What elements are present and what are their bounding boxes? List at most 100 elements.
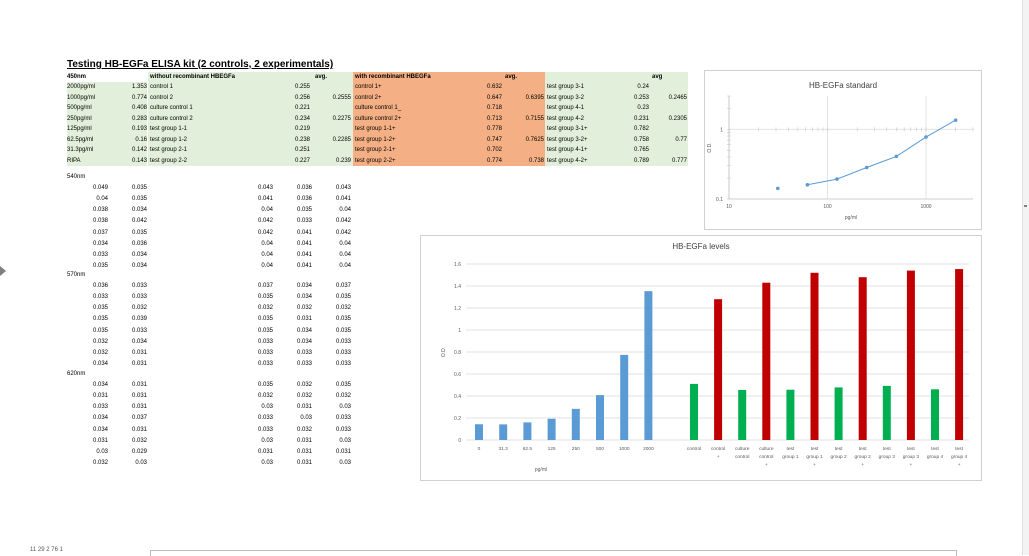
- sample-value[interactable]: 0.758: [633, 136, 649, 143]
- reading-value[interactable]: 0.035: [296, 207, 312, 214]
- sample-label[interactable]: test group 2-2+: [355, 157, 396, 164]
- reading-value[interactable]: 0.033: [257, 415, 273, 422]
- reading-value[interactable]: 0.035: [257, 382, 273, 388]
- reading-value[interactable]: 0.034: [131, 251, 147, 258]
- reading-value[interactable]: 0.031: [131, 393, 147, 400]
- reading-value[interactable]: 0.041: [296, 229, 312, 236]
- reading-value[interactable]: 0.032: [92, 338, 108, 345]
- reading-value[interactable]: 0.042: [335, 218, 351, 225]
- average-value[interactable]: 0.2285: [332, 136, 351, 143]
- reading-value[interactable]: 0.035: [131, 229, 147, 236]
- sample-label[interactable]: test group 2-1+: [355, 147, 396, 154]
- reading-value[interactable]: 0.035: [92, 316, 108, 323]
- reading-value[interactable]: 0.031: [131, 426, 147, 433]
- reading-value[interactable]: 0.033: [257, 361, 273, 368]
- reading-value[interactable]: 0.032: [296, 305, 312, 312]
- reading-value[interactable]: 0.031: [335, 448, 351, 455]
- standard-value[interactable]: 1.353: [131, 84, 147, 91]
- sample-label[interactable]: test group 1-1+: [355, 126, 396, 133]
- reading-value[interactable]: 0.032: [92, 460, 108, 467]
- wavelength-label[interactable]: 450nm: [67, 74, 87, 80]
- reading-value[interactable]: 0.031: [296, 448, 312, 455]
- reading-value[interactable]: 0.034: [296, 294, 312, 301]
- average-value[interactable]: [648, 145, 687, 155]
- reading-value[interactable]: 0.037: [257, 283, 273, 289]
- reading-value[interactable]: 0.032: [335, 393, 351, 400]
- reading-value[interactable]: 0.035: [335, 316, 351, 323]
- standard-label[interactable]: 1000pg/ml: [67, 94, 96, 101]
- sample-label[interactable]: test group 2-1: [150, 147, 188, 154]
- sample-label[interactable]: test group 4-2+: [547, 157, 588, 164]
- average-value[interactable]: 0.738: [528, 157, 544, 164]
- sample-value[interactable]: 0.219: [294, 126, 310, 133]
- average-value[interactable]: [648, 124, 687, 134]
- average-value[interactable]: 0.7625: [525, 136, 544, 143]
- sample-value[interactable]: 0.253: [633, 94, 649, 101]
- reading-value[interactable]: 0.036: [296, 185, 312, 191]
- sample-label[interactable]: test group 3-1+: [547, 126, 588, 133]
- standard-label[interactable]: 2000pg/ml: [67, 84, 96, 91]
- sample-value[interactable]: 0.227: [294, 157, 310, 164]
- reading-value[interactable]: 0.035: [92, 327, 108, 334]
- reading-value[interactable]: 0.041: [296, 263, 312, 270]
- reading-value[interactable]: 0.035: [92, 305, 108, 312]
- reading-value[interactable]: 0.031: [131, 349, 147, 356]
- sample-label[interactable]: culture control 2: [150, 115, 193, 122]
- reading-value[interactable]: 0.034: [296, 338, 312, 345]
- reading-value[interactable]: 0.032: [131, 305, 147, 312]
- reading-value[interactable]: 0.033: [131, 283, 147, 289]
- average-value[interactable]: 0.77: [675, 136, 687, 143]
- reading-value[interactable]: 0.034: [92, 415, 108, 422]
- sample-value[interactable]: 0.782: [633, 126, 649, 133]
- reading-value[interactable]: 0.035: [131, 196, 147, 203]
- reading-value[interactable]: 0.031: [257, 448, 273, 455]
- standard-label[interactable]: 62.5pg/ml: [67, 136, 94, 143]
- reading-value[interactable]: 0.033: [335, 426, 351, 433]
- sample-label[interactable]: test group 3-2+: [547, 136, 588, 143]
- reading-value[interactable]: 0.041: [296, 240, 312, 247]
- column-header[interactable]: avg.: [315, 74, 328, 80]
- sample-value[interactable]: 0.747: [486, 136, 502, 143]
- sample-value[interactable]: 0.234: [294, 115, 310, 122]
- sample-value[interactable]: 0.256: [294, 94, 310, 101]
- standard-value[interactable]: 0.16: [135, 136, 147, 143]
- reading-value[interactable]: 0.032: [257, 305, 273, 312]
- sample-value[interactable]: 0.24: [637, 84, 649, 91]
- reading-value[interactable]: 0.032: [296, 426, 312, 433]
- reading-value[interactable]: 0.033: [296, 349, 312, 356]
- column-header[interactable]: without recombinant HBEGFa: [150, 74, 236, 80]
- reading-value[interactable]: 0.042: [257, 218, 273, 225]
- sample-value[interactable]: 0.23: [637, 105, 649, 112]
- reading-value[interactable]: 0.041: [257, 196, 273, 203]
- reading-value[interactable]: 0.043: [335, 185, 351, 191]
- average-value[interactable]: [305, 145, 351, 155]
- reading-value[interactable]: 0.034: [92, 382, 108, 388]
- sample-value[interactable]: 0.231: [633, 115, 649, 122]
- reading-value[interactable]: 0.033: [92, 251, 108, 258]
- standard-value[interactable]: 0.193: [131, 126, 147, 133]
- wavelength-label[interactable]: 620nm: [67, 371, 86, 377]
- reading-value[interactable]: 0.049: [92, 185, 108, 191]
- reading-value[interactable]: 0.03: [135, 460, 147, 467]
- reading-value[interactable]: 0.036: [131, 240, 147, 247]
- standard-value[interactable]: 0.142: [131, 147, 147, 154]
- reading-value[interactable]: 0.037: [92, 229, 108, 236]
- reading-value[interactable]: 0.032: [257, 393, 273, 400]
- reading-value[interactable]: 0.033: [335, 415, 351, 422]
- sample-value[interactable]: 0.647: [486, 94, 502, 101]
- reading-value[interactable]: 0.04: [261, 251, 273, 258]
- reading-value[interactable]: 0.035: [131, 185, 147, 191]
- reading-value[interactable]: 0.035: [257, 327, 273, 334]
- sample-label[interactable]: test group 4-1+: [547, 147, 588, 154]
- sample-label[interactable]: test group 3-1: [547, 84, 585, 91]
- standard-label[interactable]: RIPA: [67, 157, 81, 164]
- reading-value[interactable]: 0.033: [131, 327, 147, 334]
- sample-value[interactable]: 0.255: [294, 84, 310, 91]
- sample-label[interactable]: control 2+: [355, 94, 382, 101]
- reading-value[interactable]: 0.034: [296, 327, 312, 334]
- average-value[interactable]: 0.2275: [332, 115, 351, 122]
- column-header[interactable]: avg: [652, 74, 663, 80]
- sample-value[interactable]: 0.238: [294, 136, 310, 143]
- average-value[interactable]: [500, 82, 544, 92]
- sample-label[interactable]: test group 1-2: [150, 136, 188, 143]
